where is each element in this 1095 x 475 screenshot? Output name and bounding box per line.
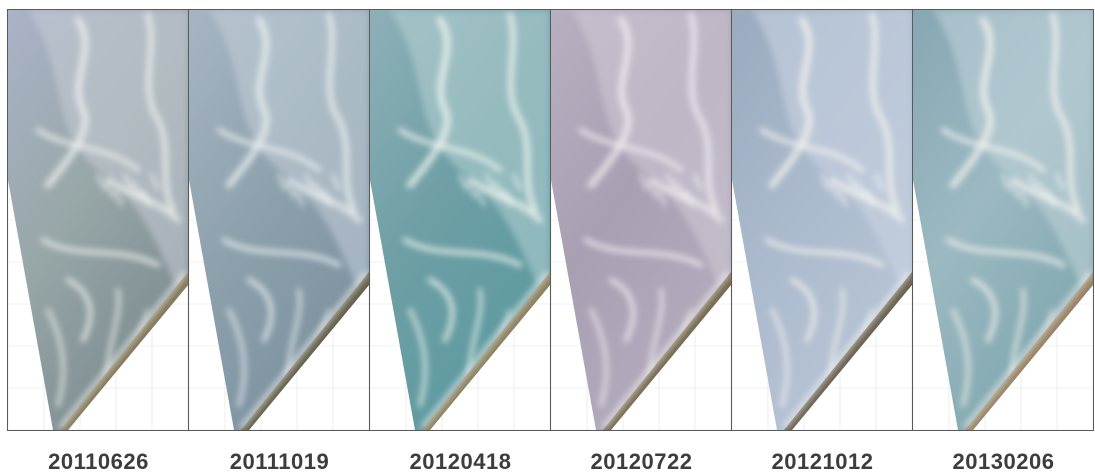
image-date-label: 20121012 [771, 449, 874, 474]
image-date-label: 20130206 [952, 449, 1055, 474]
coastline-image [370, 10, 550, 430]
aerial-image-panel [188, 9, 370, 431]
image-date-label: 20110626 [48, 449, 149, 474]
coastline-image [8, 10, 188, 430]
coastline-image [189, 10, 369, 430]
image-date-label: 20111019 [229, 449, 330, 474]
coastline-image [732, 10, 912, 430]
image-date-label: 20120722 [590, 449, 693, 474]
coastline-image [551, 10, 731, 430]
aerial-image-panel [369, 9, 551, 431]
coastline-image [913, 10, 1093, 430]
aerial-image-panel [731, 9, 913, 431]
image-date-label: 20120418 [409, 449, 512, 474]
image-strip [7, 9, 1094, 431]
aerial-image-panel [912, 9, 1094, 431]
aerial-image-panel [550, 9, 732, 431]
aerial-image-panel [7, 9, 189, 431]
